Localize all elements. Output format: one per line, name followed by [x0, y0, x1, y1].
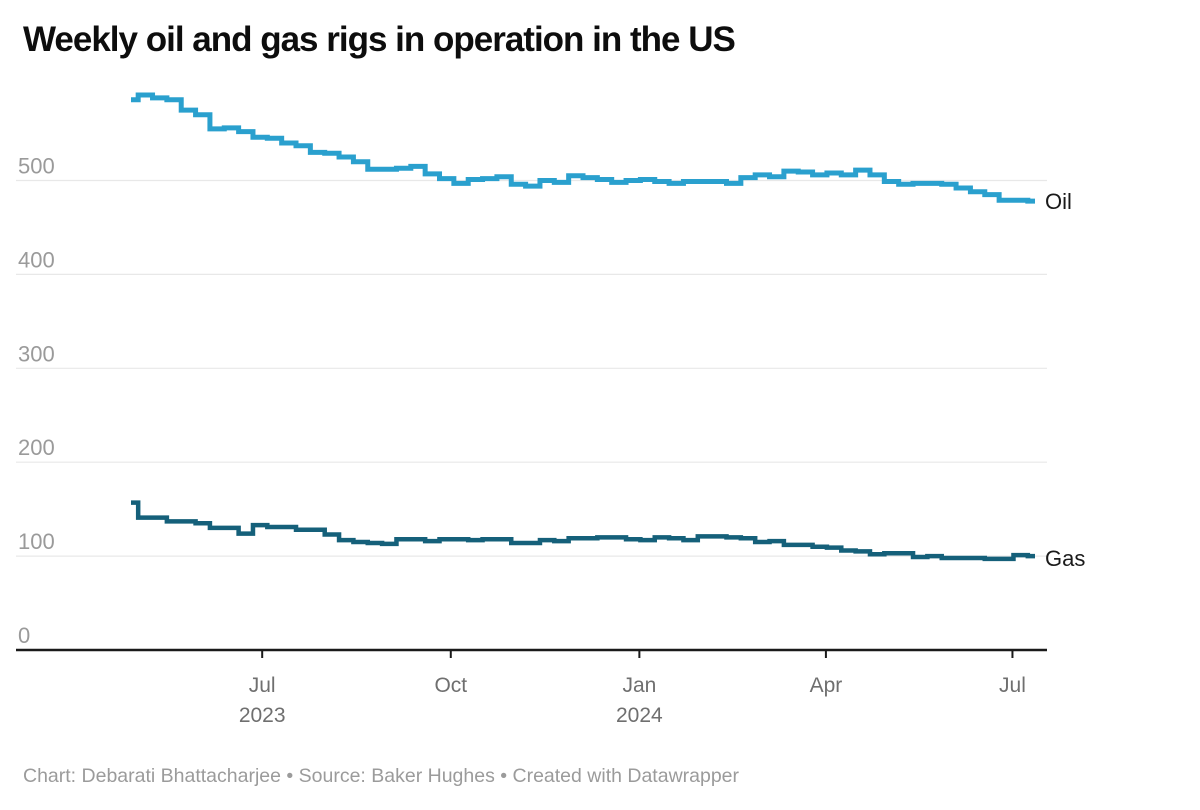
x-tick-year-label: 2024: [616, 704, 663, 727]
series-line-gas: [131, 500, 1035, 562]
x-tick-label: Jul: [249, 674, 276, 697]
y-tick-label: 200: [18, 435, 55, 460]
x-tick-label: Jan: [622, 674, 656, 697]
series-label-oil: Oil: [1045, 189, 1072, 215]
y-tick-label: 0: [18, 623, 30, 648]
y-tick-label: 500: [18, 154, 55, 179]
y-tick-label: 400: [18, 247, 55, 272]
page-title: Weekly oil and gas rigs in operation in …: [23, 20, 736, 59]
x-tick-year-label: 2023: [239, 704, 286, 727]
x-tick-label: Jul: [999, 674, 1026, 697]
y-tick-label: 100: [18, 529, 55, 554]
x-tick-label: Apr: [810, 674, 843, 697]
y-tick-label: 300: [18, 341, 55, 366]
series-label-gas: Gas: [1045, 546, 1086, 572]
chart-plot: 0 100 200 300 400 500 Jul 2023 Oct Jan 2024 Apr Jul: [16, 92, 1047, 727]
chart-footer-attribution: Chart: Debarati Bhattacharjee • Source: …: [23, 765, 740, 787]
x-tick-label: Oct: [434, 674, 467, 697]
series-line-oil: [131, 92, 1035, 204]
